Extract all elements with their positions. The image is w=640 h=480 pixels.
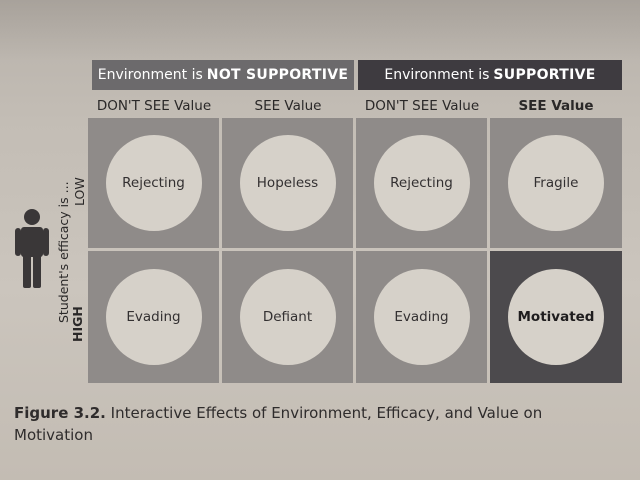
header-supportive-strong: SUPPORTIVE: [493, 67, 596, 83]
figure-caption-text: Interactive Effects of Environment, Effi…: [14, 404, 543, 444]
state-circle-motivated: Motivated: [508, 269, 604, 365]
figure-caption: Figure 3.2. Interactive Effects of Envir…: [14, 402, 624, 446]
cell-low-3: Rejecting: [356, 118, 487, 248]
header-not-supportive-strong: NOT SUPPORTIVE: [206, 67, 349, 83]
cell-high-4-highlight: Motivated: [490, 251, 622, 383]
state-circle: Fragile: [508, 135, 604, 231]
column-header-2: SEE Value: [254, 98, 322, 114]
state-circle: Hopeless: [239, 135, 336, 231]
column-header-3: DON'T SEE Value: [364, 98, 480, 114]
cell-low-4: Fragile: [490, 118, 622, 248]
figure-number: Figure 3.2.: [14, 404, 106, 422]
state-circle: Rejecting: [373, 135, 470, 231]
cell-low-2: Hopeless: [222, 118, 353, 248]
cell-high-2: Defiant: [222, 251, 353, 383]
page-shadow: [0, 0, 640, 60]
state-circle: Evading: [373, 269, 470, 365]
column-header-4: SEE Value: [518, 98, 594, 114]
low-label: LOW: [72, 177, 87, 206]
state-circle: Defiant: [239, 269, 336, 365]
high-label: HIGH: [70, 306, 85, 342]
cell-high-1: Evading: [88, 251, 219, 383]
column-header-1: DON'T SEE Value: [96, 98, 212, 114]
cell-high-3: Evading: [356, 251, 487, 383]
header-not-supportive-prefix: Environment is: [97, 67, 203, 83]
header-not-supportive: Environment is NOT SUPPORTIVE: [92, 60, 354, 90]
person-icon: [15, 209, 49, 288]
efficacy-label: Student's efficacy is ...: [56, 181, 71, 323]
cell-low-1: Rejecting: [88, 118, 219, 248]
header-supportive-prefix: Environment is: [384, 67, 490, 83]
state-circle: Rejecting: [105, 135, 202, 231]
state-circle: Evading: [105, 269, 202, 365]
header-supportive: Environment is SUPPORTIVE: [358, 60, 622, 90]
